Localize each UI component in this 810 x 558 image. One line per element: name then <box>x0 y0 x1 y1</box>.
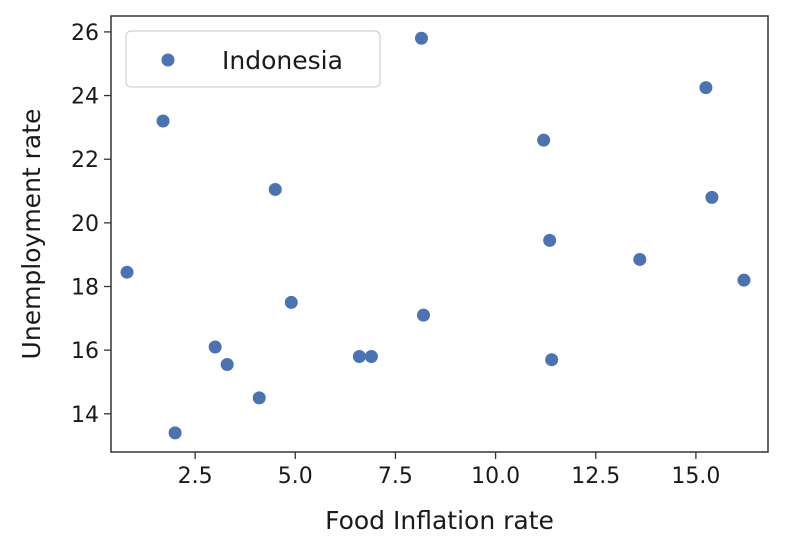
y-tick-label: 22 <box>71 148 99 173</box>
data-point <box>699 81 713 95</box>
data-point <box>120 265 134 279</box>
data-point <box>705 190 719 204</box>
data-point <box>168 426 182 440</box>
legend-box <box>125 30 381 88</box>
x-axis-title: Food Inflation rate <box>325 506 554 535</box>
data-point <box>633 252 647 266</box>
x-tick-label: 2.5 <box>178 464 213 489</box>
data-point <box>284 295 298 309</box>
data-point <box>737 273 751 287</box>
data-point <box>414 31 428 45</box>
data-point <box>364 350 378 364</box>
y-tick-label: 20 <box>71 212 99 237</box>
legend-label: Indonesia <box>222 46 343 75</box>
y-tick-label: 26 <box>71 21 99 46</box>
data-point <box>268 182 282 196</box>
data-points <box>120 31 751 440</box>
data-point <box>543 233 557 247</box>
x-tick-label: 7.5 <box>378 464 413 489</box>
data-point <box>416 308 430 322</box>
legend: Indonesia <box>125 30 381 88</box>
data-point <box>252 391 266 405</box>
plot-frame <box>110 15 769 453</box>
data-point <box>352 350 366 364</box>
data-point <box>208 340 222 354</box>
x-tick-label: 12.5 <box>571 464 620 489</box>
data-point <box>537 133 551 147</box>
x-tick-label: 15.0 <box>671 464 720 489</box>
y-axis-title: Unemployment rate <box>17 109 46 360</box>
y-tick-label: 14 <box>71 403 99 428</box>
legend-marker <box>161 53 175 67</box>
data-point <box>156 114 170 128</box>
x-tick-label: 10.0 <box>471 464 520 489</box>
y-tick-label: 16 <box>71 339 99 364</box>
y-tick-label: 24 <box>71 85 99 110</box>
data-point <box>220 357 234 371</box>
y-tick-label: 18 <box>71 276 99 301</box>
x-tick-label: 5.0 <box>278 464 313 489</box>
x-axis-ticks: 2.5 5.0 7.5 10.0 12.5 15.0 <box>178 452 720 489</box>
y-axis-ticks: 14 16 18 20 22 24 26 <box>71 21 111 428</box>
data-point <box>545 353 559 367</box>
